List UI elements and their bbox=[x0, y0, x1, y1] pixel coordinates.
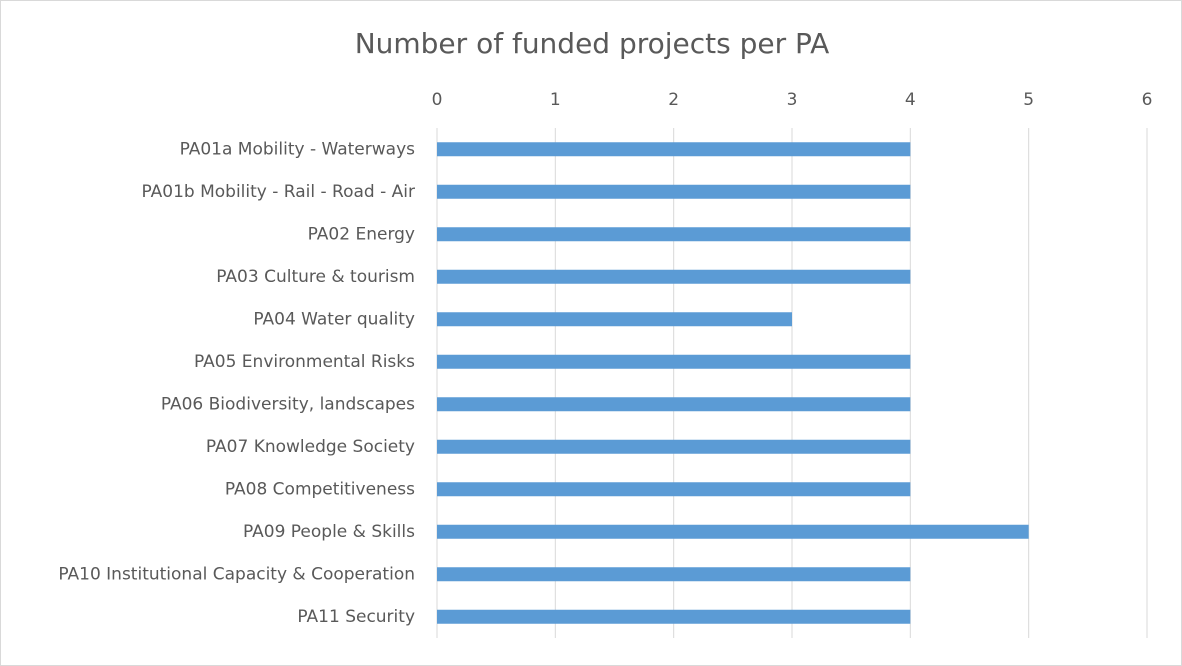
y-tick-label: PA09 People & Skills bbox=[243, 522, 415, 542]
y-tick-label: PA11 Security bbox=[297, 607, 415, 627]
x-tick-label: 3 bbox=[787, 90, 798, 110]
bar bbox=[437, 142, 911, 157]
bar bbox=[437, 227, 911, 242]
y-tick-label: PA05 Environmental Risks bbox=[194, 352, 415, 372]
y-tick-label: PA02 Energy bbox=[308, 224, 415, 244]
bar bbox=[437, 397, 911, 412]
bar bbox=[437, 567, 911, 582]
y-tick-label: PA07 Knowledge Society bbox=[206, 437, 415, 457]
y-tick-label: PA08 Competitiveness bbox=[225, 479, 415, 499]
y-tick-label: PA04 Water quality bbox=[253, 309, 415, 329]
y-tick-label: PA01a Mobility - Waterways bbox=[180, 139, 416, 159]
bar bbox=[437, 269, 911, 284]
bar bbox=[437, 482, 911, 497]
bar bbox=[437, 184, 911, 199]
x-tick-label: 6 bbox=[1142, 90, 1153, 110]
bar bbox=[437, 524, 1029, 539]
x-tick-label: 1 bbox=[550, 90, 561, 110]
y-tick-label: PA10 Institutional Capacity & Cooperatio… bbox=[58, 564, 415, 584]
bar bbox=[437, 609, 911, 624]
bar bbox=[437, 354, 911, 369]
bar bbox=[437, 439, 911, 454]
x-tick-label: 0 bbox=[432, 90, 443, 110]
y-tick-label: PA01b Mobility - Rail - Road - Air bbox=[141, 182, 415, 202]
x-tick-label: 2 bbox=[668, 90, 679, 110]
x-tick-label: 5 bbox=[1023, 90, 1034, 110]
y-tick-label: PA03 Culture & tourism bbox=[216, 267, 415, 287]
y-tick-label: PA06 Biodiversity, landscapes bbox=[161, 394, 415, 414]
bar bbox=[437, 312, 792, 327]
x-tick-label: 4 bbox=[905, 90, 916, 110]
chart-title: Number of funded projects per PA bbox=[355, 27, 830, 60]
